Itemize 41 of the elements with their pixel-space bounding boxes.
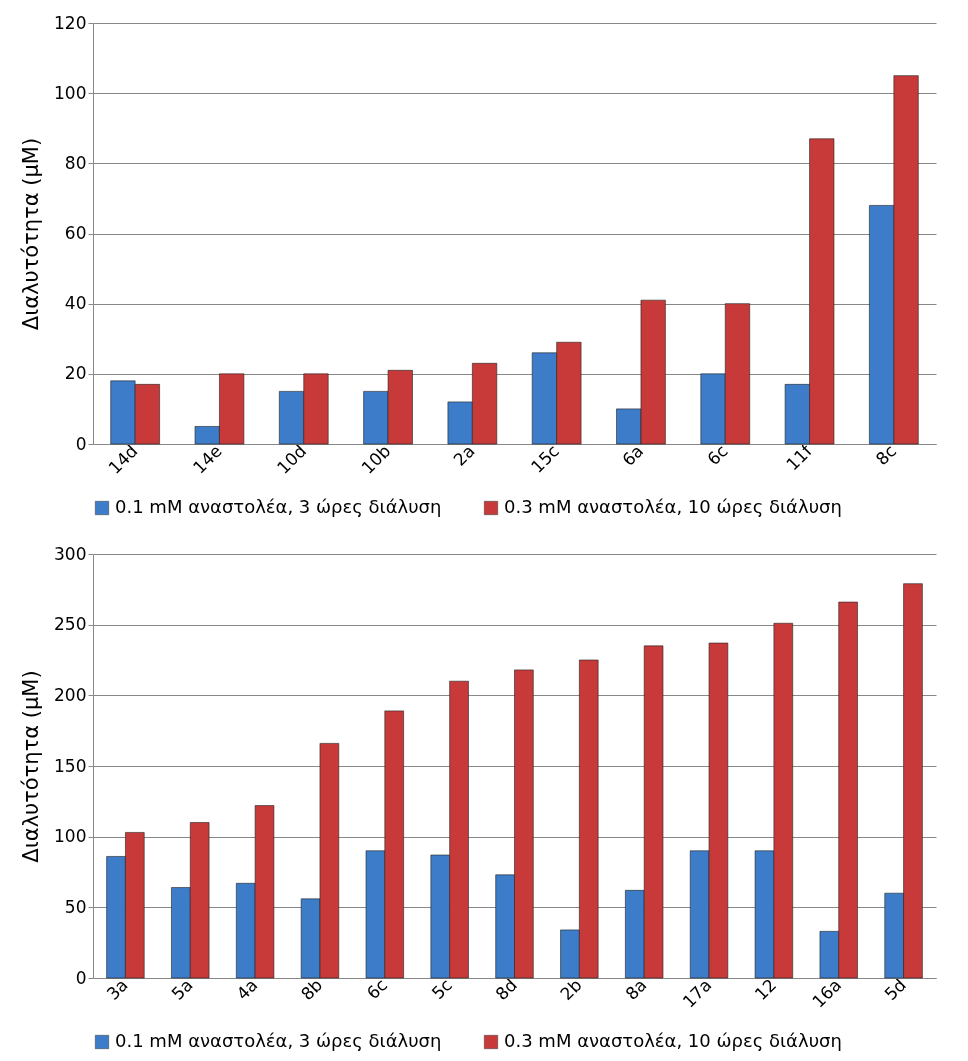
y-tick-label: 150: [54, 755, 87, 776]
y-tick-label: 300: [54, 543, 87, 564]
y-tick-label: 20: [64, 363, 87, 384]
y-tick-label: 40: [64, 293, 87, 314]
x-tick-label: 8a: [621, 974, 651, 1004]
x-tick-label: 8c: [871, 440, 901, 470]
legend-label: 0.1 mM αναστολέα, 3 ώρες διάλυση: [115, 496, 442, 517]
x-tick-label: 6c: [703, 440, 732, 470]
x-tick-label: 4a: [232, 974, 262, 1004]
y-tick-label: 250: [54, 614, 87, 635]
y-tick-label: 0: [75, 433, 87, 454]
x-tick-label: 5a: [167, 974, 197, 1004]
x-tick-label: 5d: [880, 974, 910, 1005]
y-tick-label: 60: [64, 223, 87, 243]
legend-label: 0.3 mM αναστολέα, 10 ώρες διάλυση: [504, 496, 842, 517]
x-tick-label: 14e: [188, 440, 226, 478]
x-tick-label: 8b: [296, 974, 327, 1005]
x-tick-label: 16a: [808, 974, 846, 1012]
x-tick-label: 2a: [449, 440, 479, 470]
x-tick-label: 10b: [357, 440, 395, 478]
y-axis-title: Διαλυτότητα (μM): [19, 670, 44, 863]
x-tick-label: 8d: [491, 974, 521, 1005]
y-axis-title: Διαλυτότητα (μM): [19, 137, 44, 331]
x-tick-label: 6c: [362, 974, 392, 1004]
x-tick-label: 2b: [556, 974, 586, 1005]
legend-label: 0.3 mM αναστολέα, 10 ώρες διάλυση: [504, 1030, 842, 1051]
y-tick-label: 100: [54, 82, 87, 103]
x-tick-label: 15c: [526, 440, 564, 477]
y-tick-label: 120: [54, 12, 87, 33]
y-tick-label: 0: [75, 967, 87, 988]
y-tick-label: 80: [64, 152, 87, 173]
x-tick-label: 12: [750, 974, 781, 1005]
x-tick-label: 11f: [782, 440, 817, 475]
y-tick-label: 100: [54, 826, 87, 847]
x-tick-label: 6a: [618, 440, 648, 470]
y-tick-label: 50: [64, 896, 87, 917]
x-tick-label: 5c: [427, 974, 457, 1004]
x-tick-label: 3a: [102, 974, 132, 1004]
y-tick-label: 200: [54, 684, 87, 705]
legend-label: 0.1 mM αναστολέα, 3 ώρες διάλυση: [115, 1030, 442, 1051]
x-tick-label: 17a: [678, 974, 716, 1012]
